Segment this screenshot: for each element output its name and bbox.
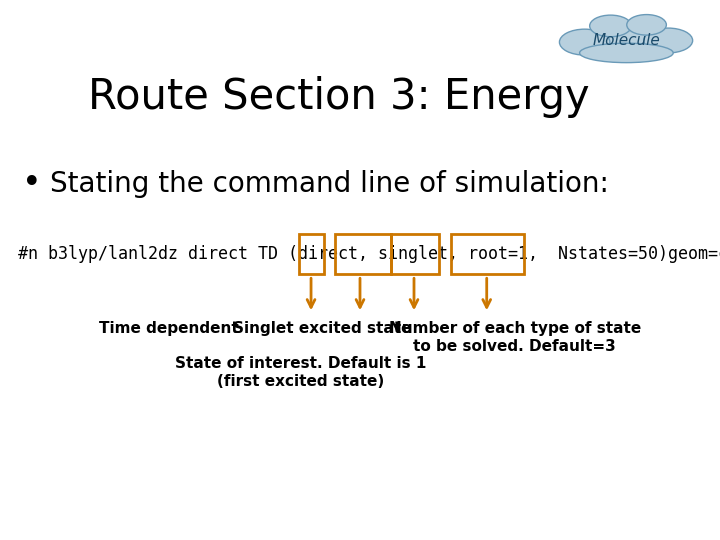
Text: •: • <box>22 167 41 200</box>
Text: Number of each type of state
to be solved. Default=3: Number of each type of state to be solve… <box>389 321 641 354</box>
Text: Singlet excited state: Singlet excited state <box>233 321 412 336</box>
Text: #n b3lyp/lanl2dz direct TD (direct, singlet, root=1,  Nstates=50)geom=check gues: #n b3lyp/lanl2dz direct TD (direct, sing… <box>18 245 720 263</box>
Text: Stating the command line of simulation:: Stating the command line of simulation: <box>50 170 609 198</box>
Ellipse shape <box>590 22 662 53</box>
Ellipse shape <box>644 28 693 53</box>
Ellipse shape <box>590 15 631 37</box>
Text: State of interest. Default is 1
(first excited state): State of interest. Default is 1 (first e… <box>175 356 427 389</box>
Text: Route Section 3: Energy: Route Section 3: Energy <box>88 76 589 118</box>
Ellipse shape <box>580 43 673 63</box>
Ellipse shape <box>627 15 667 35</box>
Ellipse shape <box>559 29 610 55</box>
Text: Molecule: Molecule <box>593 33 660 48</box>
Text: Time dependent: Time dependent <box>99 321 239 336</box>
